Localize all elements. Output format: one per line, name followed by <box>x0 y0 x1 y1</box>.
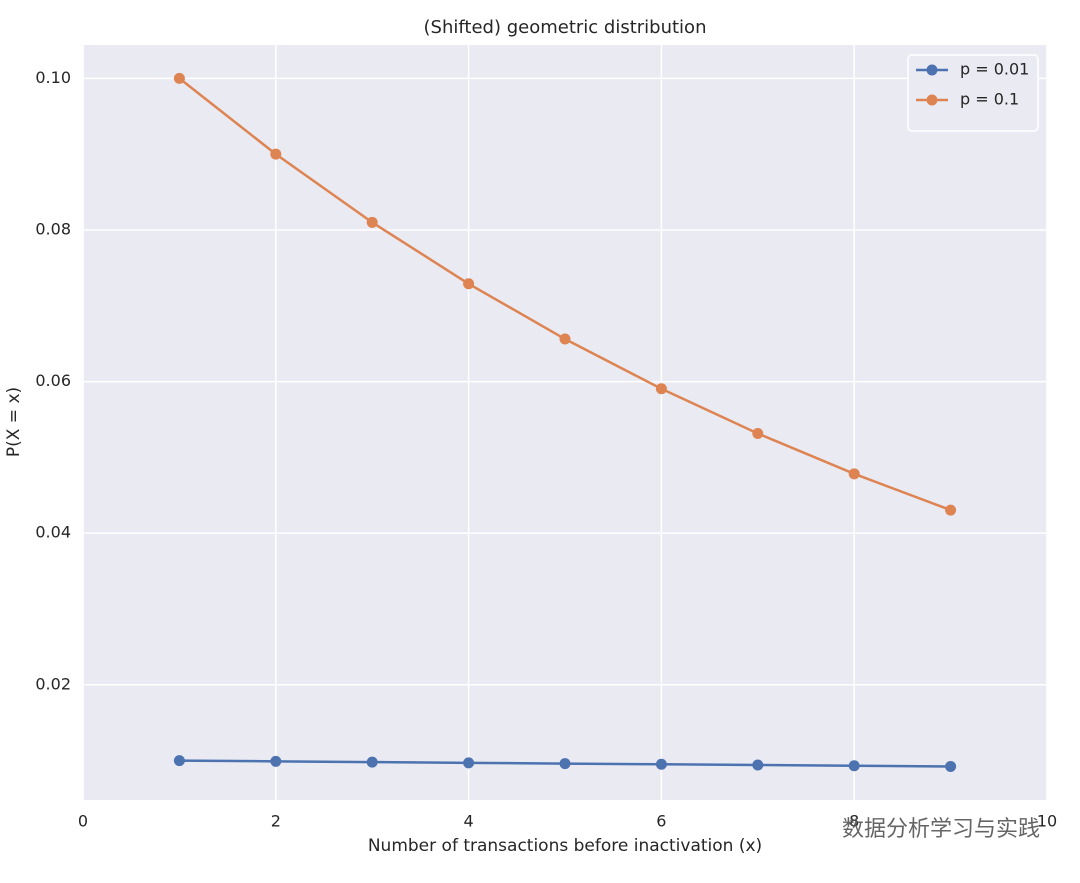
data-point <box>463 278 475 290</box>
data-point <box>655 383 667 395</box>
y-tick-label: 0.08 <box>35 219 71 238</box>
data-point <box>559 333 571 345</box>
x-tick-label: 0 <box>78 812 88 831</box>
x-axis-label: Number of transactions before inactivati… <box>368 836 762 856</box>
legend-box <box>907 54 1039 132</box>
legend-marker <box>926 94 938 106</box>
data-point <box>945 760 957 772</box>
chart-title: (Shifted) geometric distribution <box>424 17 707 38</box>
legend-label: p = 0.01 <box>960 60 1029 79</box>
data-point <box>270 755 282 767</box>
legend-marker <box>926 64 938 76</box>
legend-label: p = 0.1 <box>960 90 1019 109</box>
data-point <box>366 756 378 768</box>
x-tick-label: 10 <box>1037 812 1057 831</box>
x-tick-label: 6 <box>656 812 666 831</box>
data-point <box>173 755 185 767</box>
data-point <box>752 428 764 440</box>
y-tick-label: 0.02 <box>35 674 71 693</box>
data-point <box>655 758 667 770</box>
y-tick-label: 0.06 <box>35 371 71 390</box>
data-point <box>752 759 764 771</box>
x-tick-label: 2 <box>271 812 281 831</box>
data-point <box>270 148 282 160</box>
y-tick-label: 0.04 <box>35 523 71 542</box>
data-point <box>848 468 860 480</box>
plot-area <box>83 45 1047 800</box>
data-point <box>366 216 378 228</box>
data-point <box>559 758 571 770</box>
y-tick-label: 0.10 <box>35 68 71 87</box>
watermark: 数据分析学习与实践 <box>842 817 1040 842</box>
data-point <box>945 504 957 516</box>
x-tick-label: 8 <box>849 812 859 831</box>
y-axis-label: P(X = x) <box>4 387 24 457</box>
data-point <box>848 760 860 772</box>
data-point <box>173 72 185 84</box>
x-tick-label: 4 <box>464 812 474 831</box>
data-point <box>463 757 475 769</box>
